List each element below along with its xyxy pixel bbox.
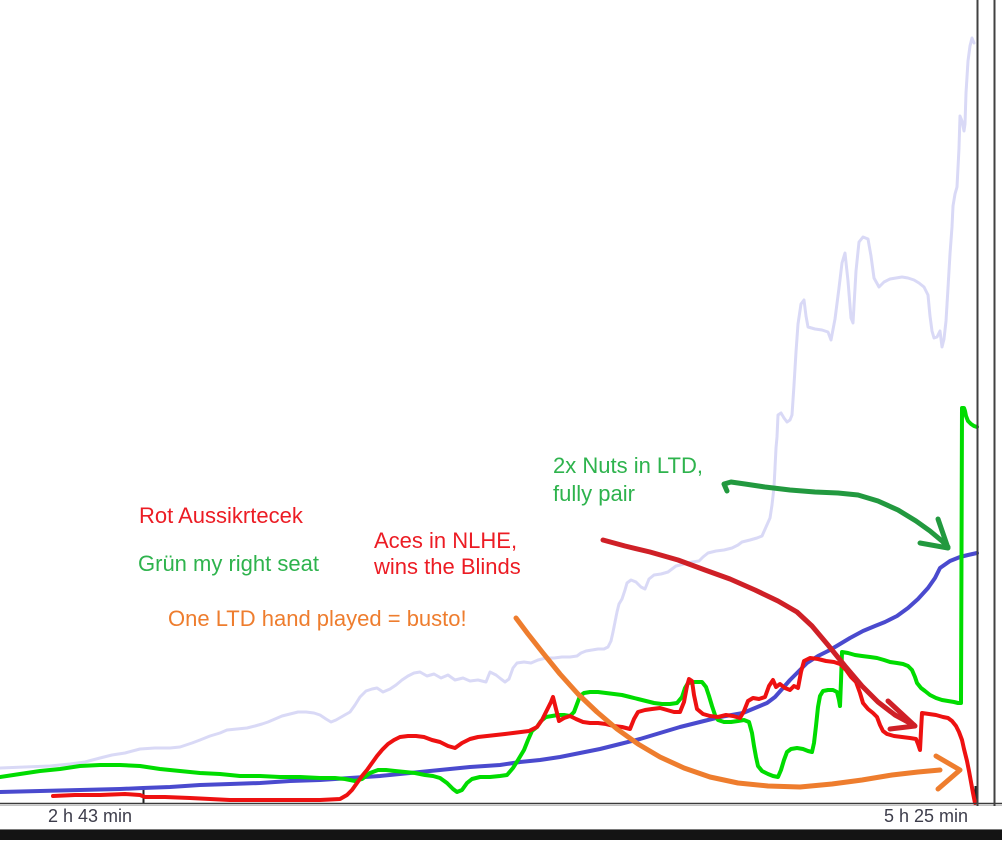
busto-orange-arrow-shaft xyxy=(513,615,943,790)
nuts-green-arrow-shaft xyxy=(721,479,951,550)
bottom-status-bar xyxy=(0,829,1002,840)
aces-red-arrowhead xyxy=(885,698,918,732)
annotation-nuts-line1: 2x Nuts in LTD, xyxy=(553,453,703,478)
x-axis-label-end: 5 h 25 min xyxy=(884,806,969,826)
annotation-aces-note: Aces in NLHE, wins the Blinds xyxy=(374,528,521,580)
lavender-volatile-series-line xyxy=(0,36,976,770)
x-axis-label-strip: 2 h 43 min 5 h 25 min xyxy=(0,806,1002,829)
x-axis-label-start: 2 h 43 min xyxy=(48,806,133,826)
annotation-aces-line2: wins the Blinds xyxy=(374,554,521,579)
red-aussikrtecek-series-line xyxy=(51,656,977,805)
annotation-red-player-label: Rot Aussikrtecek xyxy=(139,503,303,528)
busto-orange-arrowhead xyxy=(933,753,963,792)
annotation-nuts-note: 2x Nuts in LTD, fully pair xyxy=(553,452,703,508)
annotation-nuts-line2: fully pair xyxy=(553,481,635,506)
annotation-busto-note: One LTD hand played = busto! xyxy=(168,606,467,631)
annotation-green-player-label: Grün my right seat xyxy=(138,551,319,576)
annotation-aces-line1: Aces in NLHE, xyxy=(374,528,518,553)
nuts-green-arrowhead xyxy=(917,516,951,551)
aces-red-arrow-shaft xyxy=(600,537,917,728)
blue-steady-series-line xyxy=(0,551,979,794)
